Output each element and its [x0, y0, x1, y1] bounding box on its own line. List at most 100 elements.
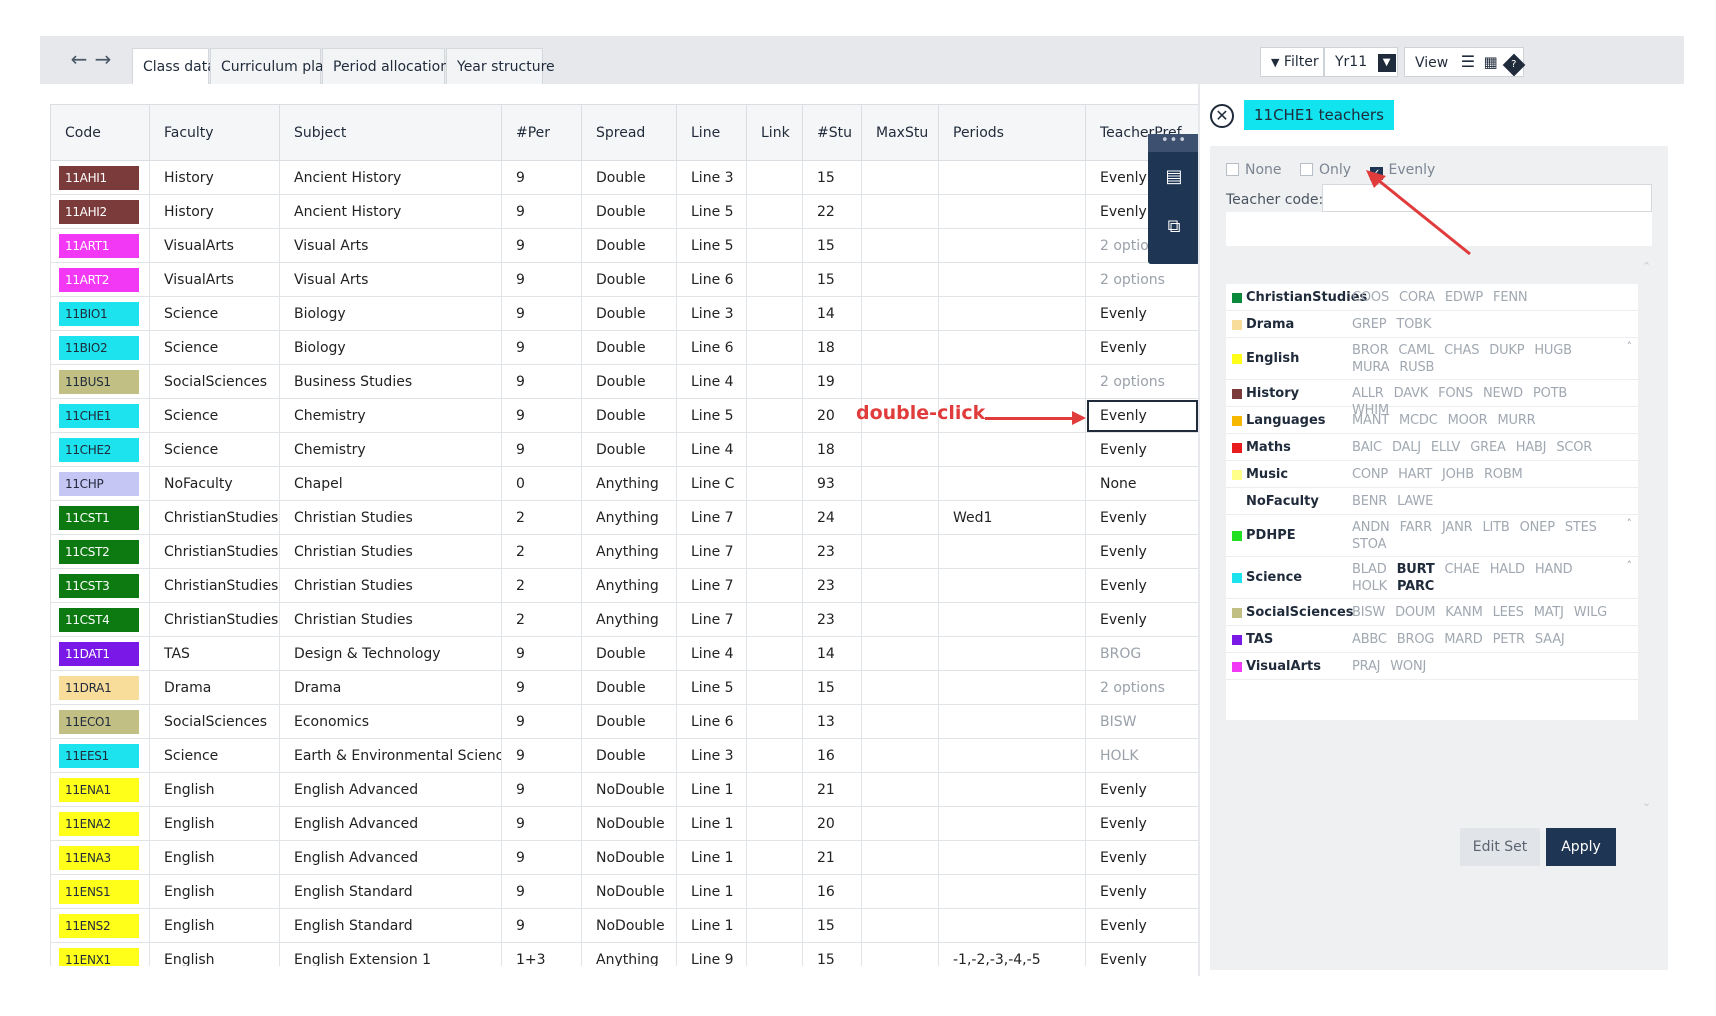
- cell-per[interactable]: 9: [501, 160, 582, 195]
- cell-maxstu[interactable]: [861, 330, 939, 365]
- cell-stu[interactable]: 15: [802, 908, 862, 943]
- cell-code[interactable]: 11CHE1: [50, 398, 150, 433]
- cell-stu[interactable]: 15: [802, 942, 862, 966]
- teacher-code[interactable]: MCDC: [1398, 413, 1438, 428]
- teacher-code[interactable]: STOA: [1352, 537, 1387, 552]
- cell-subject[interactable]: Business Studies: [279, 364, 502, 399]
- cell-spread[interactable]: Anything: [581, 602, 677, 637]
- teacher-code[interactable]: CHAS: [1444, 343, 1480, 358]
- cell-pref[interactable]: 2 options: [1085, 262, 1198, 297]
- cell-maxstu[interactable]: [861, 772, 939, 807]
- cell-stu[interactable]: 16: [802, 874, 862, 909]
- teacher-code-input[interactable]: [1322, 184, 1652, 212]
- paste-format-icon[interactable]: ▤: [1165, 166, 1183, 187]
- cell-link[interactable]: [746, 704, 803, 739]
- teacher-code[interactable]: ALLR: [1352, 386, 1384, 401]
- cell-subject[interactable]: Earth & Environmental Science: [279, 738, 502, 773]
- cell-spread[interactable]: NoDouble: [581, 874, 677, 909]
- cell-code[interactable]: 11BIO1: [50, 296, 150, 331]
- cell-spread[interactable]: NoDouble: [581, 772, 677, 807]
- cell-maxstu[interactable]: [861, 262, 939, 297]
- teacher-code[interactable]: DAVK: [1393, 386, 1429, 401]
- cell-maxstu[interactable]: [861, 194, 939, 229]
- teacher-code[interactable]: HART: [1398, 467, 1432, 482]
- cell-code[interactable]: 11DRA1: [50, 670, 150, 705]
- teacher-code[interactable]: WILG: [1573, 605, 1608, 620]
- cell-faculty[interactable]: English: [149, 806, 280, 841]
- cell-code[interactable]: 11ENA1: [50, 772, 150, 807]
- cell-pref[interactable]: None: [1085, 466, 1198, 501]
- option-only[interactable]: Only: [1299, 162, 1351, 178]
- cell-faculty[interactable]: SocialSciences: [149, 704, 280, 739]
- cell-line[interactable]: Line 6: [676, 704, 747, 739]
- column-header-link[interactable]: Link: [746, 104, 803, 161]
- table-row[interactable]: 11CST3 ChristianStudies Christian Studies 2…: [50, 568, 1198, 603]
- cell-maxstu[interactable]: [861, 364, 939, 399]
- cell-periods[interactable]: [938, 466, 1086, 501]
- table-row[interactable]: 11AHI1 History Ancient History 9 Double Line …: [50, 160, 1198, 195]
- cell-link[interactable]: [746, 602, 803, 637]
- cell-stu[interactable]: 16: [802, 738, 862, 773]
- cell-per[interactable]: 9: [501, 738, 582, 773]
- cell-link[interactable]: [746, 398, 803, 433]
- table-row[interactable]: 11AHI2 History Ancient History 9 Double Line …: [50, 194, 1198, 229]
- cell-subject[interactable]: Biology: [279, 296, 502, 331]
- teacher-code[interactable]: SCOR: [1556, 440, 1593, 455]
- cell-line[interactable]: Line 3: [676, 160, 747, 195]
- cell-link[interactable]: [746, 772, 803, 807]
- cell-periods[interactable]: [938, 228, 1086, 263]
- cell-stu[interactable]: 23: [802, 568, 862, 603]
- cell-link[interactable]: [746, 534, 803, 569]
- cell-subject[interactable]: English Standard: [279, 908, 502, 943]
- cell-per[interactable]: 0: [501, 466, 582, 501]
- cell-spread[interactable]: Double: [581, 228, 677, 263]
- teacher-code[interactable]: PARC: [1396, 579, 1435, 594]
- cell-periods[interactable]: [938, 262, 1086, 297]
- cell-spread[interactable]: NoDouble: [581, 806, 677, 841]
- teacher-code[interactable]: ANDN: [1352, 520, 1390, 535]
- teacher-code[interactable]: GREA: [1470, 440, 1506, 455]
- cell-periods[interactable]: [938, 636, 1086, 671]
- table-row[interactable]: 11CST4 ChristianStudies Christian Studies 2…: [50, 602, 1198, 637]
- cell-periods[interactable]: [938, 602, 1086, 637]
- teacher-code[interactable]: STES: [1564, 520, 1597, 535]
- teacher-code[interactable]: BISW: [1352, 605, 1386, 620]
- cell-pref[interactable]: Evenly: [1085, 840, 1198, 875]
- cell-periods[interactable]: [938, 670, 1086, 705]
- teacher-code[interactable]: BROR: [1352, 343, 1389, 358]
- cell-pref[interactable]: Evenly: [1085, 874, 1198, 909]
- cell-periods[interactable]: [938, 840, 1086, 875]
- table-row[interactable]: 11ENS2 English English Standard 9 NoDouble Li…: [50, 908, 1198, 943]
- help-icon[interactable]: ?: [1502, 53, 1526, 77]
- cell-maxstu[interactable]: [861, 738, 939, 773]
- scroll-up-icon[interactable]: ⌃: [1642, 260, 1652, 273]
- teacher-code[interactable]: CAML: [1398, 343, 1435, 358]
- cell-periods[interactable]: Wed1: [938, 500, 1086, 535]
- cell-maxstu[interactable]: [861, 806, 939, 841]
- tab-year-structure[interactable]: Year structure: [446, 48, 555, 84]
- cell-stu[interactable]: 23: [802, 534, 862, 569]
- cell-stu[interactable]: 22: [802, 194, 862, 229]
- table-row[interactable]: 11ENX1 English English Extension 1 1+3 Anyth…: [50, 942, 1198, 966]
- teacher-code[interactable]: HAND: [1534, 562, 1573, 577]
- cell-per[interactable]: 9: [501, 262, 582, 297]
- cell-faculty[interactable]: ChristianStudies: [149, 568, 280, 603]
- cell-stu[interactable]: 13: [802, 704, 862, 739]
- cell-faculty[interactable]: TAS: [149, 636, 280, 671]
- cell-pref[interactable]: Evenly: [1085, 330, 1198, 365]
- teacher-code[interactable]: HOLK: [1352, 579, 1387, 594]
- arrow-left-icon[interactable]: ←: [70, 47, 88, 71]
- teacher-code[interactable]: HALD: [1489, 562, 1525, 577]
- cell-spread[interactable]: Anything: [581, 500, 677, 535]
- cell-line[interactable]: Line 4: [676, 432, 747, 467]
- table-row[interactable]: 11ENA2 English English Advanced 9 NoDouble Li…: [50, 806, 1198, 841]
- teacher-code[interactable]: POTB: [1533, 386, 1568, 401]
- cell-maxstu[interactable]: [861, 908, 939, 943]
- cell-stu[interactable]: 21: [802, 840, 862, 875]
- cell-spread[interactable]: Double: [581, 330, 677, 365]
- teacher-code[interactable]: BLAD: [1352, 562, 1387, 577]
- cell-faculty[interactable]: English: [149, 874, 280, 909]
- teacher-code[interactable]: ABBC: [1352, 632, 1387, 647]
- cell-link[interactable]: [746, 670, 803, 705]
- teacher-code[interactable]: NEWD: [1482, 386, 1523, 401]
